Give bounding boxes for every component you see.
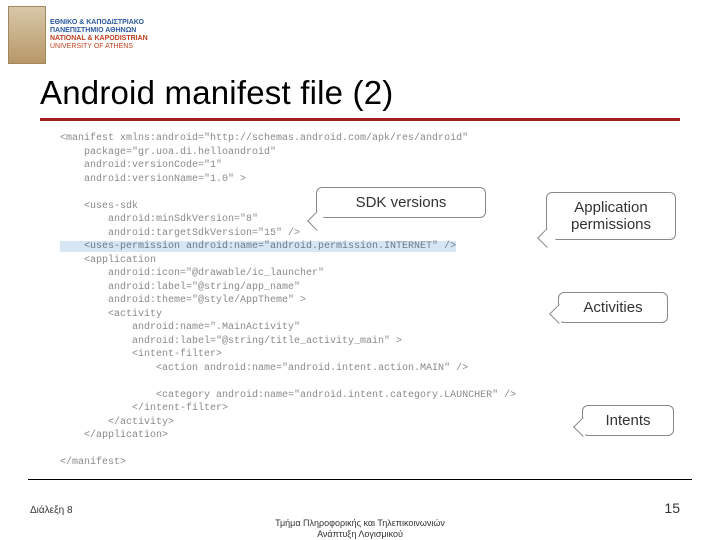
code-line: <activity [60, 309, 162, 320]
callout-activities: Activities [558, 292, 668, 323]
code-line: <intent-filter> [60, 349, 222, 360]
code-line: android:label="@string/app_name" [60, 282, 300, 293]
code-line: android:label="@string/title_activity_ma… [60, 336, 402, 347]
page-number: 15 [664, 500, 680, 516]
callout-intents: Intents [582, 405, 674, 436]
callout-label: Activities [583, 299, 642, 316]
university-seal-icon [8, 6, 46, 64]
code-line: android:icon="@drawable/ic_launcher" [60, 268, 324, 279]
logo-greek-line1: ΕΘΝΙΚΟ & ΚΑΠΟΔΙΣΤΡΙΑΚΟ [50, 19, 148, 27]
university-logo-block: ΕΘΝΙΚΟ & ΚΑΠΟΔΙΣΤΡΙΑΚΟ ΠΑΝΕΠΙΣΤΗΜΙΟ ΑΘΗΝ… [8, 6, 148, 64]
slide-title: Android manifest file (2) [40, 74, 393, 112]
code-line: <application [60, 255, 156, 266]
code-line: <uses-sdk [60, 201, 138, 212]
manifest-code-block: <manifest xmlns:android="http://schemas.… [60, 132, 600, 470]
code-line: <category android:name="android.intent.c… [60, 390, 516, 401]
code-line: <action android:name="android.intent.act… [60, 363, 468, 374]
code-line: package="gr.uoa.di.helloandroid" [60, 147, 276, 158]
code-line: </intent-filter> [60, 403, 228, 414]
code-line: android:theme="@style/AppTheme" > [60, 295, 306, 306]
footer-dept: Τμήμα Πληροφορικής και Τηλεπικοινωνιών [275, 518, 445, 529]
code-line: </application> [60, 430, 168, 441]
callout-label-line1: Application [574, 199, 647, 216]
footer-rule [28, 479, 692, 480]
callout-label-line2: permissions [571, 216, 651, 233]
callout-label: Intents [605, 412, 650, 429]
code-line: <manifest xmlns:android="http://schemas.… [60, 133, 468, 144]
code-line: android:minSdkVersion="8" [60, 214, 258, 225]
footer-center: Τμήμα Πληροφορικής και Τηλεπικοινωνιών Α… [275, 518, 445, 540]
title-underline [40, 118, 680, 121]
university-logo-text: ΕΘΝΙΚΟ & ΚΑΠΟΔΙΣΤΡΙΑΚΟ ΠΑΝΕΠΙΣΤΗΜΙΟ ΑΘΗΝ… [50, 19, 148, 51]
logo-greek-line2: ΠΑΝΕΠΙΣΤΗΜΙΟ ΑΘΗΝΩΝ [50, 27, 148, 35]
code-line: android:name=".MainActivity" [60, 322, 300, 333]
logo-eng-line2: UNIVERSITY OF ATHENS [50, 43, 148, 51]
code-line-highlight: <uses-permission android:name="android.p… [60, 241, 456, 252]
footer-lecture-label: Διάλεξη 8 [30, 505, 73, 516]
callout-label: SDK versions [356, 194, 447, 211]
logo-eng-line1: NATIONAL & KAPODISTRIAN [50, 35, 148, 43]
code-line: </activity> [60, 417, 174, 428]
slide: ΕΘΝΙΚΟ & ΚΑΠΟΔΙΣΤΡΙΑΚΟ ΠΑΝΕΠΙΣΤΗΜΙΟ ΑΘΗΝ… [0, 0, 720, 540]
code-line: android:versionCode="1" [60, 160, 222, 171]
code-line: android:targetSdkVersion="15" /> [60, 228, 300, 239]
callout-sdk-versions: SDK versions [316, 187, 486, 218]
code-line: android:versionName="1.0" > [60, 174, 246, 185]
callout-application-permissions: Application permissions [546, 192, 676, 240]
code-line: </manifest> [60, 457, 126, 468]
footer-course: Ανάπτυξη Λογισμικού [275, 529, 445, 540]
